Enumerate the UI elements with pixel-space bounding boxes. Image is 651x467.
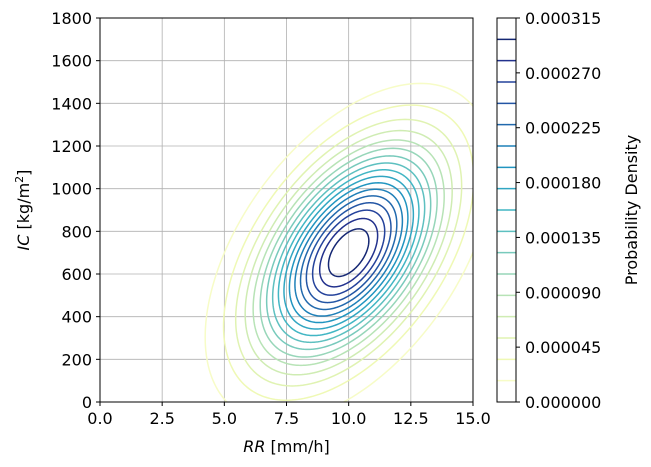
contour-lines	[204, 82, 473, 402]
colorbar-frame	[496, 17, 517, 403]
y-tick-label: 800	[61, 222, 92, 241]
x-axis-label-variable: RR	[243, 437, 265, 456]
contour-line	[299, 195, 398, 311]
y-axis-label-unit: [kg/m	[14, 183, 33, 235]
y-tick-label: 1400	[51, 94, 92, 113]
y-tick-label: 600	[61, 265, 92, 284]
colorbar-tick-label: 0.000315	[525, 9, 601, 28]
contour-line	[327, 228, 370, 278]
x-tick-label: 10.0	[331, 409, 367, 428]
y-tick-label: 1200	[51, 137, 92, 156]
colorbar-tick-label: 0.000270	[525, 64, 601, 83]
contour-line	[259, 147, 438, 358]
contour-line	[318, 217, 379, 288]
x-tick-label: 2.5	[149, 409, 174, 428]
x-axis-label: RR [mm/h]	[243, 437, 330, 456]
y-tick-label: 1600	[51, 52, 92, 71]
y-axis-ticks: 0 200 400 600 800 1000 1200 1400 1600 1800	[51, 9, 100, 412]
colorbar-tick-label: 0.000135	[525, 228, 601, 247]
contour-line	[283, 175, 415, 330]
x-axis-label-unit: [mm/h]	[265, 437, 329, 456]
x-tick-label: 5.0	[212, 409, 237, 428]
y-axis-label: IC [kg/m2]	[13, 170, 33, 251]
contour-line	[234, 118, 463, 387]
x-tick-label: 0.0	[87, 409, 112, 428]
contour-line	[271, 162, 426, 344]
x-axis-ticks: 0.0 2.5 5.0 7.5 10.0 12.5 15.0	[87, 402, 491, 428]
colorbar: 0.000000 0.000045 0.000090 0.000135 0.000180…	[496, 9, 641, 412]
colorbar-tick-label: 0.000225	[525, 119, 601, 138]
x-tick-label: 7.5	[274, 409, 299, 428]
contour-line	[222, 104, 473, 402]
colorbar-tick-label: 0.000000	[525, 393, 601, 412]
colorbar-level-lines	[497, 38, 516, 382]
contour-line	[288, 182, 409, 324]
contour-line	[252, 139, 445, 367]
contour-line	[294, 188, 404, 317]
colorbar-label: Probability Density	[622, 135, 641, 286]
y-tick-label: 1000	[51, 180, 92, 199]
y-tick-label: 1800	[51, 9, 92, 28]
contour-line	[204, 82, 473, 402]
contour-group	[204, 82, 473, 402]
contour-line	[311, 209, 386, 296]
y-tick-label: 0	[82, 393, 92, 412]
y-axis-label-superscript: 2	[13, 176, 26, 183]
colorbar-tick-label: 0.000090	[525, 283, 601, 302]
colorbar-tick-label: 0.000045	[525, 338, 601, 357]
y-tick-label: 200	[61, 350, 92, 369]
contour-line	[305, 202, 392, 304]
colorbar-tick-label: 0.000180	[525, 174, 601, 193]
contour-line	[265, 155, 432, 351]
contour-line	[244, 129, 453, 376]
colorbar-ticks: 0.000000 0.000045 0.000090 0.000135 0.000180…	[516, 9, 601, 412]
x-tick-label: 12.5	[393, 409, 429, 428]
contour-line	[277, 169, 420, 337]
x-tick-label: 15.0	[455, 409, 491, 428]
y-tick-label: 400	[61, 308, 92, 327]
y-axis-label-variable: IC	[14, 234, 33, 251]
y-axis-label-unit-close: ]	[14, 170, 33, 176]
